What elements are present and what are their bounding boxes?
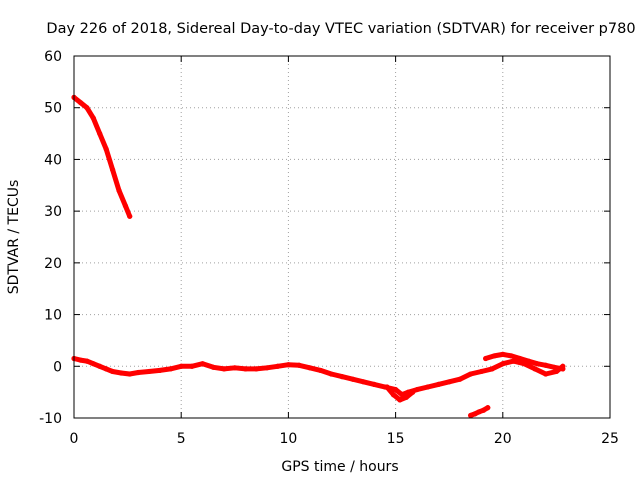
data-point xyxy=(339,374,345,380)
data-point xyxy=(532,366,538,372)
data-point xyxy=(97,130,103,137)
data-point xyxy=(551,364,557,370)
x-tick-label: 10 xyxy=(279,431,297,447)
data-point xyxy=(221,366,227,372)
data-point xyxy=(560,366,566,372)
y-axis-ticks: -10 0 10 20 30 40 50 60 xyxy=(39,49,610,427)
data-point xyxy=(508,353,514,359)
data-point xyxy=(476,409,482,415)
data-point xyxy=(384,384,390,390)
data-point xyxy=(446,379,452,385)
data-point xyxy=(478,368,484,375)
data-point xyxy=(489,366,495,372)
data-point xyxy=(393,386,399,393)
data-point xyxy=(109,368,116,375)
plot-frame xyxy=(73,55,611,419)
x-tick-label: 5 xyxy=(177,431,186,447)
data-point xyxy=(425,384,431,390)
data-point xyxy=(485,405,491,411)
data-point xyxy=(127,371,133,377)
x-tick-label: 20 xyxy=(494,431,512,447)
data-point xyxy=(480,407,487,413)
data-series xyxy=(71,94,566,419)
data-point xyxy=(410,389,416,395)
data-point xyxy=(435,381,442,387)
series-line-0 xyxy=(71,94,133,219)
data-point xyxy=(116,187,122,194)
data-point xyxy=(317,367,324,374)
data-point xyxy=(232,365,238,371)
data-point xyxy=(390,392,397,398)
x-tick-label: 0 xyxy=(70,431,79,447)
data-point xyxy=(109,167,116,173)
chart-title: Day 226 of 2018, Sidereal Day-to-day VTE… xyxy=(46,21,635,37)
data-point xyxy=(517,355,523,362)
data-point xyxy=(500,351,506,357)
data-point xyxy=(371,381,377,387)
data-point xyxy=(414,386,420,393)
data-point xyxy=(167,366,174,372)
y-tick-label: 60 xyxy=(44,49,62,65)
data-point xyxy=(285,362,291,368)
data-point xyxy=(403,394,409,400)
data-point xyxy=(118,370,124,376)
x-axis-label: GPS time / hours xyxy=(281,459,398,475)
data-point xyxy=(77,357,84,363)
y-tick-label: 30 xyxy=(44,204,62,220)
x-axis-ticks: 0 5 10 15 20 25 xyxy=(70,56,619,447)
x-tick-label: 15 xyxy=(387,431,405,447)
data-point xyxy=(360,379,367,385)
data-point xyxy=(543,362,549,368)
data-point xyxy=(253,366,259,372)
data-point xyxy=(457,376,463,382)
data-point xyxy=(84,358,90,364)
y-tick-label: 0 xyxy=(53,359,62,375)
data-point xyxy=(510,358,517,364)
data-point xyxy=(500,361,506,367)
data-point xyxy=(468,371,474,377)
data-point xyxy=(122,203,129,209)
data-point xyxy=(84,105,90,111)
data-point xyxy=(296,362,302,368)
data-point xyxy=(127,213,133,219)
y-axis-label: SDTVAR / TECUs xyxy=(6,180,22,295)
data-point xyxy=(491,353,497,359)
data-point xyxy=(468,412,474,419)
data-point xyxy=(157,367,163,374)
y-tick-label: 40 xyxy=(44,152,62,168)
data-point xyxy=(350,376,356,382)
data-point xyxy=(543,371,549,377)
data-point xyxy=(189,363,195,369)
data-point xyxy=(210,364,216,370)
data-point xyxy=(328,371,334,377)
data-point xyxy=(242,366,249,372)
data-point xyxy=(534,361,540,367)
data-point xyxy=(525,358,532,364)
y-tick-label: 10 xyxy=(44,308,62,324)
data-point xyxy=(200,361,206,367)
grid-lines xyxy=(74,56,610,418)
data-point xyxy=(397,397,403,403)
data-point xyxy=(472,411,478,417)
data-point xyxy=(90,115,96,121)
series-line-2 xyxy=(483,351,566,372)
data-point xyxy=(135,369,141,376)
x-tick-label: 25 xyxy=(601,431,619,447)
data-point xyxy=(146,368,152,375)
series-line-1 xyxy=(71,356,566,398)
data-point xyxy=(103,146,109,152)
y-tick-label: 50 xyxy=(44,101,62,117)
data-point xyxy=(103,366,109,372)
data-point xyxy=(307,365,313,371)
data-point xyxy=(97,363,103,369)
data-point xyxy=(275,363,281,369)
data-point xyxy=(178,363,184,369)
data-point xyxy=(77,99,84,106)
data-point xyxy=(264,365,270,371)
y-tick-label: 20 xyxy=(44,256,62,272)
y-tick-label: -10 xyxy=(39,411,62,427)
data-point xyxy=(90,361,96,367)
data-point xyxy=(483,355,489,362)
